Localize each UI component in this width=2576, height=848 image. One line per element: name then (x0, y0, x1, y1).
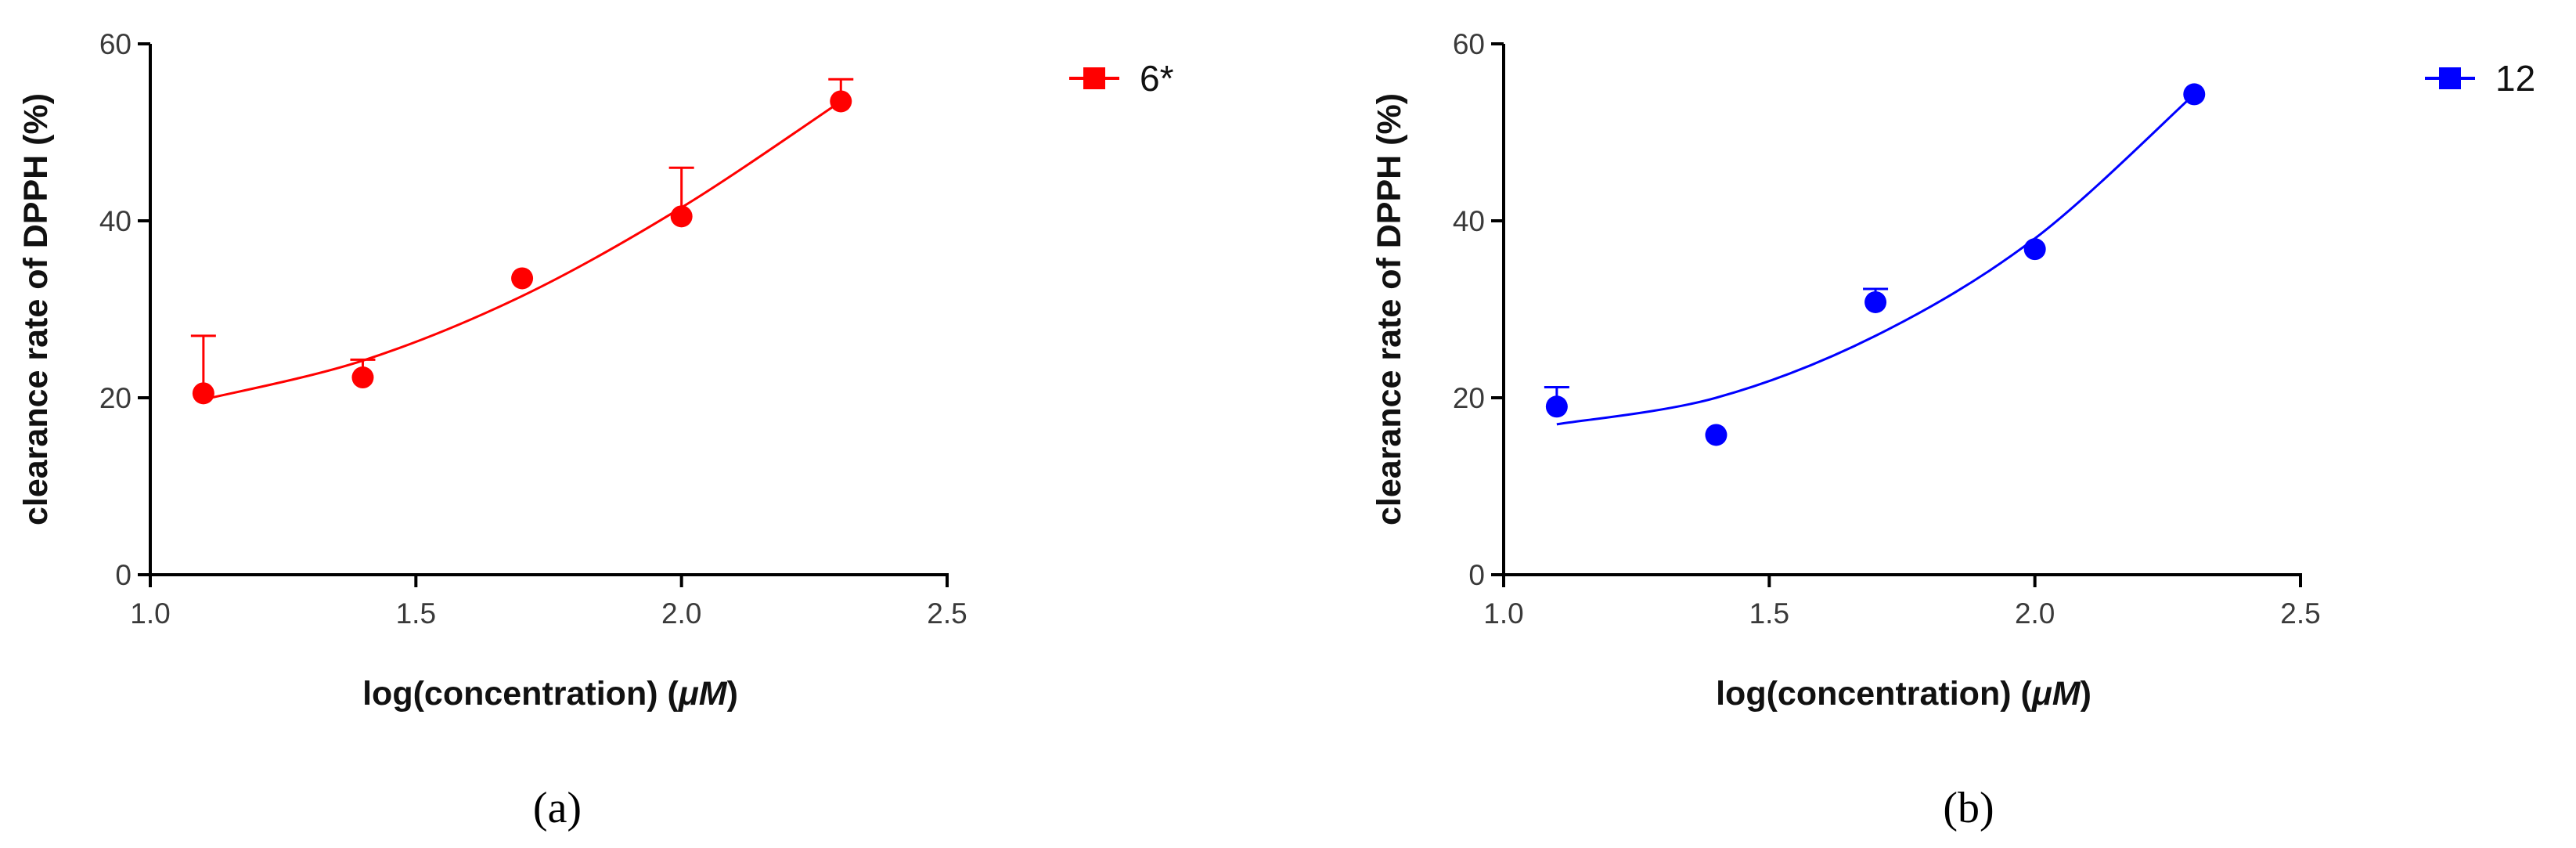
x-axis-title-a: log(concentration) (μM) (362, 675, 738, 713)
y-tick-label-b: 0 (1468, 559, 1485, 591)
x-tick-label-b: 2.5 (2280, 597, 2320, 630)
x-tick-label-b: 1.5 (1749, 597, 1789, 630)
y-axis-title-a: clearance rate of DPPH (%) (17, 93, 55, 525)
chart-panel-a: 0 20 40 60 1.0 1.5 2.0 2.5 clearance rate of DP… (17, 28, 1174, 832)
x-tick-label-a: 2.0 (661, 597, 701, 630)
legend-b: 12 (2425, 58, 2535, 99)
x-tick-label-a: 2.5 (927, 597, 967, 630)
data-point-b (1864, 290, 1887, 313)
ticks-a: 0 20 40 60 1.0 1.5 2.0 2.5 (99, 28, 967, 630)
ticks-b: 0 20 40 60 1.0 1.5 2.0 2.5 (1453, 28, 2321, 630)
legend-square-marker-a (1083, 67, 1105, 89)
legend-label-b: 12 (2495, 58, 2535, 99)
plot-area-a (190, 78, 854, 405)
x-tick-label-b: 2.0 (2015, 597, 2055, 630)
data-point-b (2023, 238, 2046, 261)
data-point-b (1705, 424, 1728, 446)
data-point-a (351, 366, 374, 389)
y-tick-label-b: 40 (1453, 205, 1485, 237)
y-axis-title-b: clearance rate of DPPH (%) (1371, 93, 1408, 525)
x-tick-label-a: 1.0 (130, 597, 170, 630)
data-point-a (670, 205, 693, 228)
panel-caption-b: (b) (1943, 784, 1994, 832)
data-point-a (511, 267, 534, 290)
chart-panel-b: 0 20 40 60 1.0 1.5 2.0 2.5 clearance rate of DP… (1371, 28, 2535, 832)
data-point-a (192, 382, 214, 405)
y-tick-label-a: 20 (99, 382, 132, 414)
legend-square-marker-b (2439, 67, 2461, 89)
data-point-b (1545, 395, 1568, 418)
y-tick-label-a: 40 (99, 205, 132, 237)
y-tick-label-b: 20 (1453, 382, 1485, 414)
fit-curve-a (203, 100, 842, 401)
data-point-a (830, 90, 852, 113)
x-tick-label-a: 1.5 (396, 597, 436, 630)
y-tick-label-a: 0 (115, 559, 132, 591)
x-tick-label-b: 1.0 (1483, 597, 1523, 630)
plot-area-b (1544, 83, 2206, 446)
fit-curve-b (1556, 93, 2196, 426)
x-axis-title-b: log(concentration) (μM) (1716, 675, 2091, 713)
data-point-b (2183, 83, 2206, 106)
y-tick-label-b: 60 (1453, 28, 1485, 60)
y-tick-label-a: 60 (99, 28, 132, 60)
legend-label-a: 6* (1140, 58, 1174, 99)
legend-a: 6* (1069, 58, 1174, 99)
panel-caption-a: (a) (533, 784, 582, 832)
